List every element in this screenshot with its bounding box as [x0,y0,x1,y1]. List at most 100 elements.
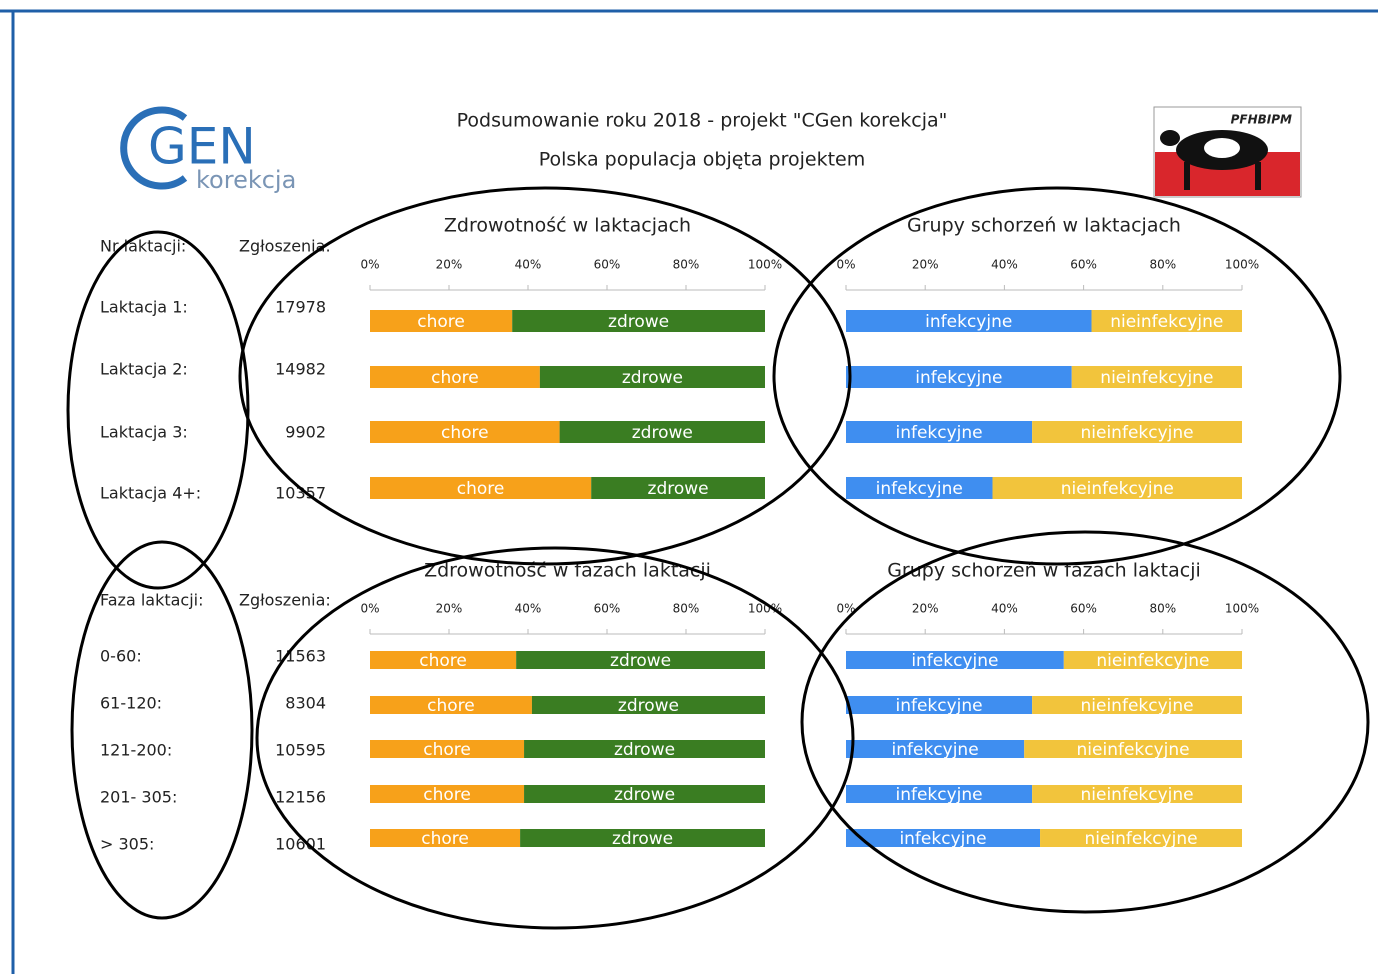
bar-segment [591,477,765,499]
badge-logo: PFHBIPM [1153,106,1302,198]
bar-segment [370,477,592,499]
x-tick-label: 0% [836,602,855,616]
x-tick-label: 100% [748,602,782,616]
x-tick-label: 0% [360,602,379,616]
bar-segment [846,366,1072,388]
bar-segment [370,651,517,669]
row-count: 9902 [285,423,326,442]
segment-label: chore [431,368,479,388]
bar-segment [531,696,765,714]
x-tick-label: 40% [991,258,1018,272]
segment-label: infekcyjne [899,829,986,849]
title: Podsumowanie roku 2018 - projekt "CGen k… [457,110,948,132]
segment-label: infekcyjne [876,479,963,499]
x-tick-label: 100% [748,258,782,272]
segment-label: nieinfekcyjne [1084,829,1197,849]
logo-c [120,106,188,190]
segment-label: nieinfekcyjne [1096,651,1209,671]
x-tick-label: 60% [594,602,621,616]
bar-segment [846,829,1041,847]
cow-head [1160,130,1180,146]
segment-label: zdrowe [614,740,675,760]
table-header: Zgłoszenia: [239,591,331,610]
bar-segment [846,740,1025,758]
segment-label: zdrowe [622,368,683,388]
row-label: Laktacja 1: [100,298,188,317]
segment-label: infekcyjne [925,312,1012,332]
x-tick-label: 20% [912,258,939,272]
bar-segment [846,651,1064,669]
segment-label: chore [421,829,469,849]
bar-segment [1032,696,1242,714]
segment-label: zdrowe [610,651,671,671]
row-count: 17978 [275,298,326,317]
chart-title: Zdrowotność w laktacjach [444,215,691,237]
x-tick-label: 80% [673,258,700,272]
row-label: 201- 305: [100,788,177,807]
segment-label: nieinfekcyjne [1061,479,1174,499]
segment-label: chore [417,312,465,332]
annotation-ellipse [70,540,254,920]
chart-title: Grupy schorzeń w fazach laktacji [887,560,1201,582]
row-count: 10595 [275,741,326,760]
segment-label: chore [423,740,471,760]
bar-segment [524,740,765,758]
x-tick-label: 40% [515,258,542,272]
annotation-ellipse [800,530,1370,914]
bar-segment [512,310,765,332]
x-tick-label: 20% [912,602,939,616]
bar-segment [539,366,765,388]
annotation-ellipse [255,546,855,930]
bar-segment [1032,421,1242,443]
bar-segment [1032,785,1242,803]
x-tick-label: 60% [1070,602,1097,616]
row-count: 10357 [275,484,326,503]
bar-segment [1091,310,1242,332]
logo-sub: korekcja [196,166,296,194]
segment-label: nieinfekcyjne [1081,785,1194,805]
row-label: Laktacja 3: [100,423,188,442]
subtitle: Polska populacja objęta projektem [539,149,866,171]
row-count: 14982 [275,360,326,379]
cow-spot [1204,138,1240,158]
table-header: Faza laktacji: [100,591,204,610]
segment-label: nieinfekcyjne [1081,696,1194,716]
bar-segment [516,651,765,669]
row-count: 12156 [275,788,326,807]
segment-label: chore [419,651,467,671]
bar-segment [370,740,525,758]
segment-label: nieinfekcyjne [1110,312,1223,332]
cow-leg [1184,162,1190,190]
x-tick-label: 0% [836,258,855,272]
segment-label: chore [427,696,475,716]
segment-label: zdrowe [612,829,673,849]
bar-segment [1040,829,1242,847]
chart-title: Grupy schorzeń w laktacjach [907,215,1181,237]
x-tick-label: 80% [673,602,700,616]
segment-label: infekcyjne [895,785,982,805]
row-label: 121-200: [100,741,172,760]
x-tick-label: 20% [436,602,463,616]
row-count: 8304 [285,694,326,713]
bar-segment [1071,366,1242,388]
bar-segment [370,421,560,443]
segment-label: nieinfekcyjne [1081,423,1194,443]
annotation-ellipse [238,186,852,566]
annotation-ellipse [66,230,250,590]
logo: GEN [148,118,256,176]
segment-label: chore [441,423,489,443]
x-tick-label: 0% [360,258,379,272]
bar-segment [846,310,1092,332]
segment-label: chore [423,785,471,805]
bar-segment [520,829,765,847]
row-label: Laktacja 4+: [100,484,201,503]
table-header: Zgłoszenia: [239,237,331,256]
x-tick-label: 100% [1225,258,1259,272]
bar-segment [1024,740,1242,758]
bar-segment [846,696,1033,714]
chart-title: Zdrowotność w fazach laktacji [424,560,711,582]
segment-label: infekcyjne [915,368,1002,388]
bar-segment [846,421,1033,443]
bar-segment [370,310,513,332]
bar-segment [559,421,765,443]
